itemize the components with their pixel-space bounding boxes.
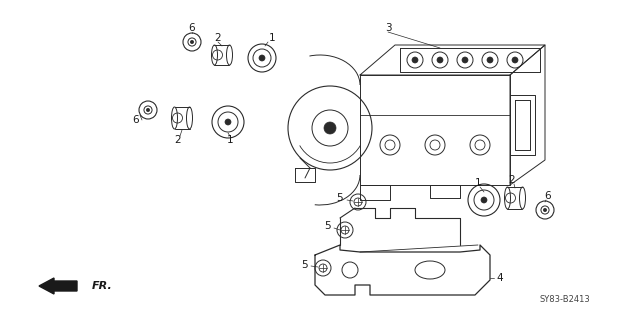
Circle shape: [481, 197, 487, 203]
Circle shape: [259, 55, 265, 61]
Text: 2: 2: [215, 33, 221, 43]
Circle shape: [543, 208, 547, 212]
Circle shape: [412, 57, 418, 63]
Circle shape: [462, 57, 468, 63]
Text: 5: 5: [337, 193, 343, 203]
Circle shape: [437, 57, 443, 63]
Text: 2: 2: [175, 135, 182, 145]
Circle shape: [487, 57, 493, 63]
Circle shape: [190, 40, 194, 44]
Text: 3: 3: [385, 23, 391, 33]
Text: 6: 6: [545, 191, 551, 201]
Text: 5: 5: [302, 260, 308, 270]
Circle shape: [147, 108, 150, 112]
Text: 6: 6: [189, 23, 196, 33]
Text: 2: 2: [509, 175, 515, 185]
Text: 1: 1: [475, 178, 482, 188]
Text: SY83-B2413: SY83-B2413: [540, 295, 590, 305]
Text: 1: 1: [269, 33, 275, 43]
Text: 6: 6: [132, 115, 140, 125]
Circle shape: [225, 119, 231, 125]
Text: FR.: FR.: [92, 281, 113, 291]
Text: 5: 5: [325, 221, 331, 231]
Text: 4: 4: [497, 273, 503, 283]
Circle shape: [512, 57, 518, 63]
FancyArrow shape: [39, 278, 77, 294]
Circle shape: [324, 122, 336, 134]
Text: 1: 1: [227, 135, 233, 145]
